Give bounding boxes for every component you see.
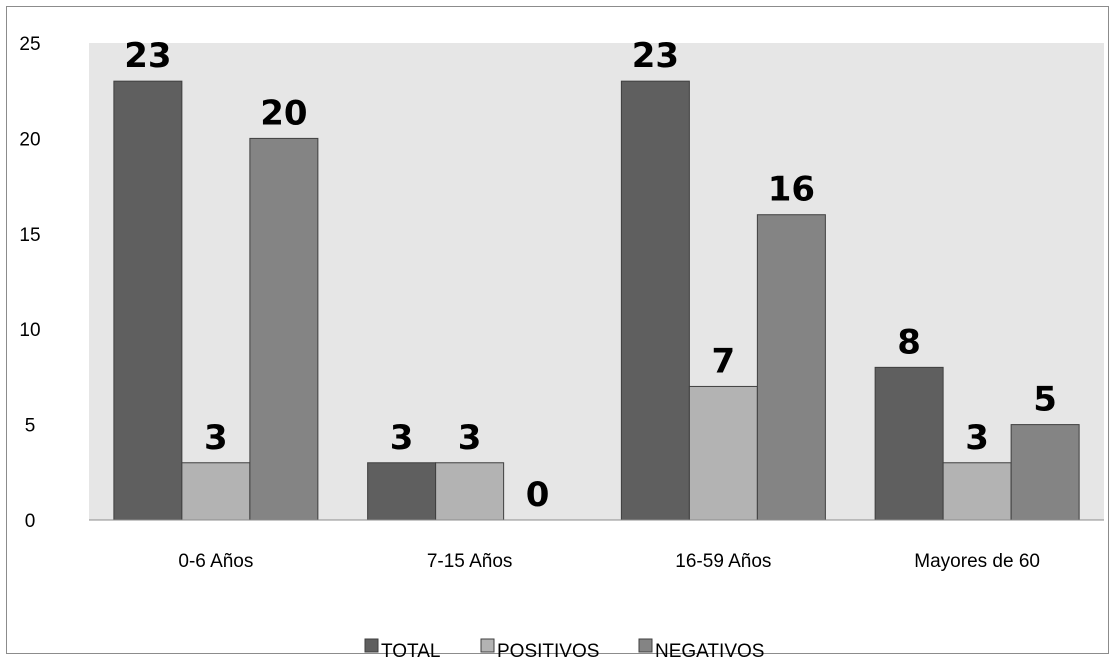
- bar-total-16-59-a-os: [620, 80, 690, 521]
- legend-swatch-negativos: [638, 638, 653, 653]
- y-tick-label: 25: [19, 34, 40, 55]
- data-label-positivos-16-59-a-os: 7: [712, 341, 736, 381]
- legend-swatch-positivos: [480, 638, 495, 653]
- y-tick-label: 0: [25, 511, 36, 532]
- bar-negativos-16-59-a-os: [756, 214, 826, 521]
- data-label-positivos-0-6-a-os: 3: [204, 418, 228, 458]
- bar-positivos-16-59-a-os: [688, 385, 758, 521]
- plot-area: [89, 43, 1104, 520]
- bar-positivos-7-15-a-os: [435, 462, 505, 521]
- data-label-positivos-mayores-de-60: 3: [965, 418, 989, 458]
- bar-total-7-15-a-os: [367, 462, 437, 521]
- legend-swatch-total: [364, 638, 379, 653]
- legend-label-negativos: NEGATIVOS: [655, 641, 764, 660]
- data-label-total-16-59-a-os: 23: [632, 36, 679, 76]
- data-label-positivos-7-15-a-os: 3: [458, 418, 482, 458]
- bar-negativos-0-6-a-os: [249, 137, 319, 521]
- data-labels: 23 3 20 3 3 0 23 7 16 8 3 5: [124, 36, 1057, 515]
- x-category-label: 0-6 Años: [178, 551, 253, 572]
- data-label-negativos-0-6-a-os: 20: [260, 93, 307, 133]
- y-tick-label: 20: [19, 129, 40, 150]
- data-label-total-7-15-a-os: 3: [390, 418, 414, 458]
- data-label-total-0-6-a-os: 23: [124, 36, 171, 76]
- bar-total-mayores-de-60: [874, 366, 944, 521]
- x-axis-categories: 0-6 Años 7-15 Años 16-59 Años Mayores de 60: [178, 551, 1040, 572]
- bars: [113, 80, 1080, 521]
- x-category-label: 16-59 Años: [675, 551, 771, 572]
- data-label-negativos-7-15-a-os: 0: [526, 475, 550, 515]
- legend-label-positivos: POSITIVOS: [497, 641, 599, 660]
- y-tick-label: 10: [19, 320, 40, 341]
- y-tick-label: 5: [25, 416, 36, 437]
- y-axis-ticks: 0 5 10 15 20 25: [19, 34, 40, 532]
- legend: TOTAL POSITIVOS NEGATIVOS: [364, 638, 764, 660]
- data-label-total-mayores-de-60: 8: [897, 322, 921, 362]
- bar-total-0-6-a-os: [113, 80, 183, 521]
- x-category-label: 7-15 Años: [427, 551, 513, 572]
- data-label-negativos-mayores-de-60: 5: [1033, 380, 1057, 420]
- x-category-label: Mayores de 60: [914, 551, 1040, 572]
- legend-label-total: TOTAL: [381, 641, 440, 660]
- bar-positivos-mayores-de-60: [942, 462, 1012, 521]
- y-tick-label: 15: [19, 225, 40, 246]
- data-label-negativos-16-59-a-os: 16: [768, 170, 815, 210]
- bar-positivos-0-6-a-os: [181, 462, 251, 521]
- bar-negativos-mayores-de-60: [1010, 424, 1080, 521]
